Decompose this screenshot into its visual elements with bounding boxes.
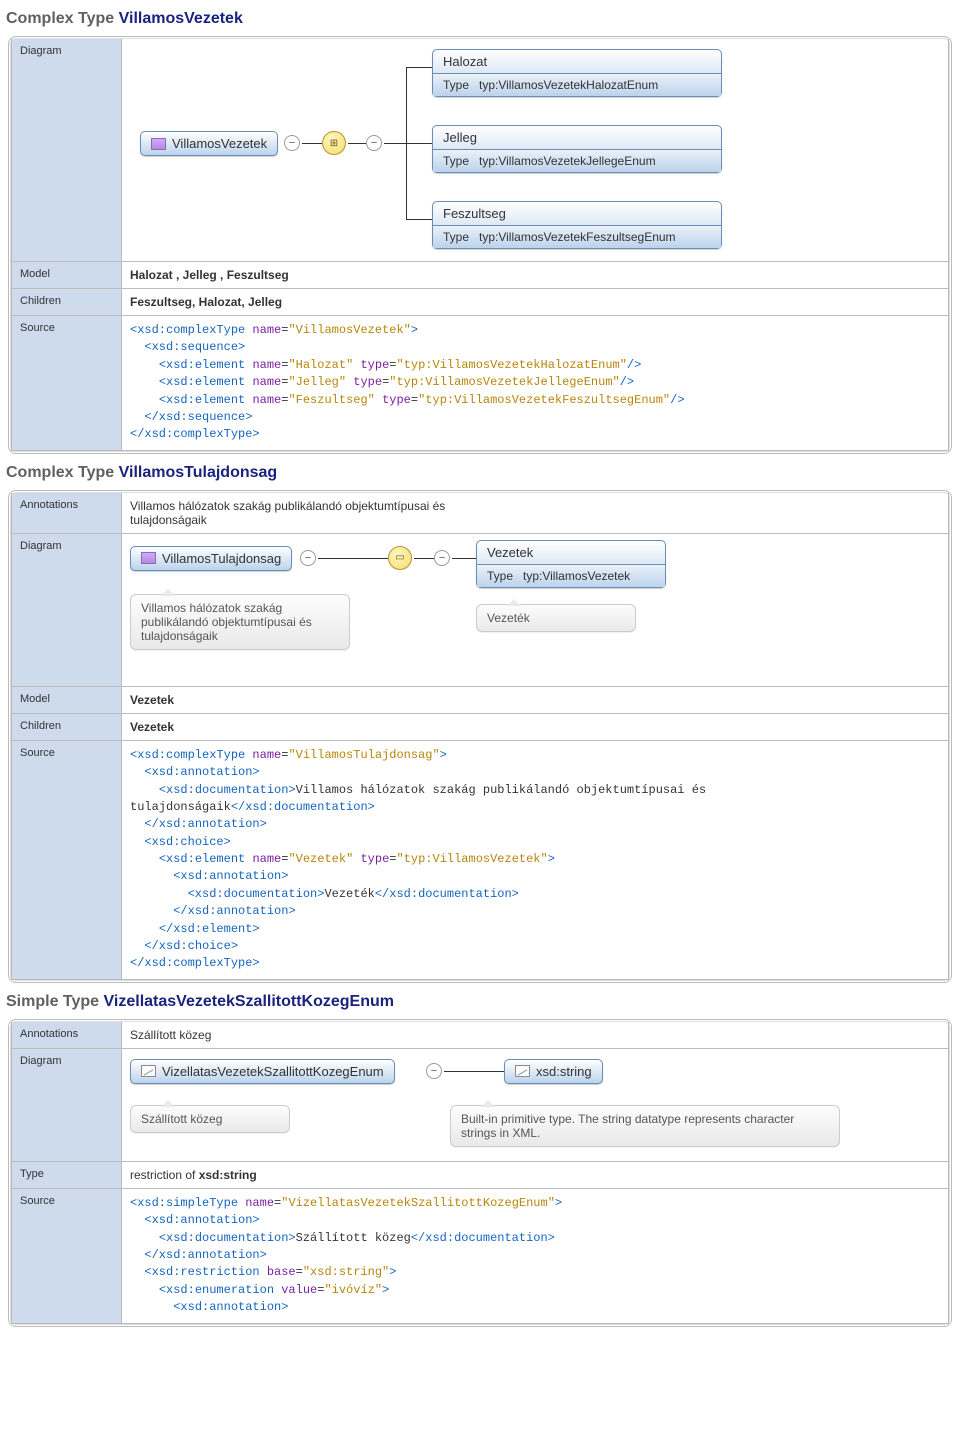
section2-panel: Annotations Villamos hálózatok szakág pu… xyxy=(8,490,952,983)
tooltip-simpletype-left: Szállított közeg xyxy=(130,1105,290,1133)
node-halozat[interactable]: Halozat Type typ:VillamosVezetekHalozatEn… xyxy=(432,49,722,97)
connector xyxy=(348,143,366,144)
value-annot-3: Szállított közeg xyxy=(122,1022,949,1049)
label-source-1: Source xyxy=(12,316,122,451)
label-diagram-3: Diagram xyxy=(12,1048,122,1161)
value-children-1: Feszultseg, Halozat, Jelleg xyxy=(122,289,949,316)
node-halozat-subvalue: typ:VillamosVezetekHalozatEnum xyxy=(479,78,658,92)
value-annot-2: Villamos hálózatok szakág publikálandó o… xyxy=(122,493,949,534)
section2-title: Complex Type VillamosTulajdonsag xyxy=(6,464,960,482)
node-vezetek-subvalue: typ:VillamosVezetek xyxy=(523,569,630,583)
connector xyxy=(452,558,476,559)
section1-table: Diagram VillamosVezetek − ⊞ − xyxy=(11,39,949,451)
node-xsd-string-label: xsd:string xyxy=(536,1064,592,1079)
section2-typename[interactable]: VillamosTulajdonsag xyxy=(119,464,278,481)
node-vezetek[interactable]: Vezetek Type typ:VillamosVezetek xyxy=(476,540,666,588)
node-jelleg-sublabel: Type xyxy=(443,154,469,168)
node-vezetek-sublabel: Type xyxy=(487,569,513,583)
node-jelleg[interactable]: Jelleg Type typ:VillamosVezetekJellegeEnu… xyxy=(432,125,722,173)
node-halozat-sublabel: Type xyxy=(443,78,469,92)
label-diagram-2: Diagram xyxy=(12,533,122,686)
collapse-toggle-1b[interactable]: − xyxy=(366,135,382,151)
connector xyxy=(414,558,434,559)
value-model-1: Halozat , Jelleg , Feszultseg xyxy=(122,262,949,289)
node-villamostulajdonsag-label: VillamosTulajdonsag xyxy=(162,551,281,566)
label-annot-2: Annotations xyxy=(12,493,122,534)
connector xyxy=(406,67,432,68)
label-source-2: Source xyxy=(12,740,122,979)
node-halozat-label: Halozat xyxy=(433,50,721,73)
section1-panel: Diagram VillamosVezetek − ⊞ − xyxy=(8,36,952,454)
node-jelleg-subvalue: typ:VillamosVezetekJellegeEnum xyxy=(479,154,656,168)
connector xyxy=(444,1071,504,1072)
diagram-1: VillamosVezetek − ⊞ − Halozat T xyxy=(130,45,940,255)
section3-panel: Annotations Szállított közeg Diagram Viz… xyxy=(8,1019,952,1327)
collapse-toggle-3[interactable]: − xyxy=(426,1063,442,1079)
sequence-compositor: ⊞ xyxy=(322,131,346,155)
label-children-2: Children xyxy=(12,713,122,740)
simpletype-icon xyxy=(141,1065,156,1077)
label-type-3: Type xyxy=(12,1161,122,1188)
diagram-3: VizellatasVezetekSzallitottKozegEnum − x… xyxy=(130,1055,940,1155)
node-xsd-string[interactable]: xsd:string xyxy=(504,1059,603,1084)
node-feszultseg-label: Feszultseg xyxy=(433,202,721,225)
connector xyxy=(318,558,388,559)
diagram-2: VillamosTulajdonsag − ▭ − Vezetek Typety… xyxy=(130,540,940,680)
choice-compositor: ▭ xyxy=(388,546,412,570)
source-code-1: <xsd:complexType name="VillamosVezetek">… xyxy=(130,322,940,444)
section2-prefix: Complex Type xyxy=(6,464,119,481)
collapse-toggle-2a[interactable]: − xyxy=(300,550,316,566)
value-children-2: Vezetek xyxy=(122,713,949,740)
complextype-icon xyxy=(141,552,156,564)
label-source-3: Source xyxy=(12,1188,122,1323)
label-annot-3: Annotations xyxy=(12,1022,122,1049)
collapse-toggle-2b[interactable]: − xyxy=(434,550,450,566)
connector xyxy=(406,143,432,144)
value-type-3: restriction of xsd:string xyxy=(122,1161,949,1188)
node-villamosvezetek-label: VillamosVezetek xyxy=(172,136,267,151)
section3-typename[interactable]: VizellatasVezetekSzallitottKozegEnum xyxy=(104,993,394,1010)
connector xyxy=(406,219,432,220)
node-vezetek-label: Vezetek xyxy=(477,541,665,564)
complextype-icon xyxy=(151,138,166,150)
tooltip-villamostulajdonsag: Villamos hálózatok szakág publikálandó o… xyxy=(130,594,350,650)
node-villamosvezetek[interactable]: VillamosVezetek xyxy=(140,131,278,156)
section1-prefix: Complex Type xyxy=(6,10,119,27)
node-villamostulajdonsag[interactable]: VillamosTulajdonsag xyxy=(130,546,292,571)
tooltip-xsd-string: Built-in primitive type. The string data… xyxy=(450,1105,840,1147)
node-simpletype-left-label: VizellatasVezetekSzallitottKozegEnum xyxy=(162,1064,384,1079)
label-diagram-1: Diagram xyxy=(12,39,122,262)
connector xyxy=(302,143,322,144)
source-code-3: <xsd:simpleType name="VizellatasVezetekS… xyxy=(130,1195,940,1317)
value-model-2: Vezetek xyxy=(122,686,949,713)
node-simpletype-left[interactable]: VizellatasVezetekSzallitottKozegEnum xyxy=(130,1059,395,1084)
node-feszultseg[interactable]: Feszultseg Type typ:VillamosVezetekFeszul… xyxy=(432,201,722,249)
node-feszultseg-sublabel: Type xyxy=(443,230,469,244)
section1-title: Complex Type VillamosVezetek xyxy=(6,10,960,28)
section3-title: Simple Type VizellatasVezetekSzallitottK… xyxy=(6,993,960,1011)
simpletype-icon xyxy=(515,1065,530,1077)
label-model-2: Model xyxy=(12,686,122,713)
section3-table: Annotations Szállított közeg Diagram Viz… xyxy=(11,1022,949,1324)
section1-typename[interactable]: VillamosVezetek xyxy=(119,10,243,27)
connector xyxy=(384,143,406,144)
section2-table: Annotations Villamos hálózatok szakág pu… xyxy=(11,493,949,980)
tooltip-vezetek: Vezeték xyxy=(476,604,636,632)
section3-prefix: Simple Type xyxy=(6,993,104,1010)
label-children-1: Children xyxy=(12,289,122,316)
node-jelleg-label: Jelleg xyxy=(433,126,721,149)
collapse-toggle-1a[interactable]: − xyxy=(284,135,300,151)
node-feszultseg-subvalue: typ:VillamosVezetekFeszultsegEnum xyxy=(479,230,676,244)
label-model-1: Model xyxy=(12,262,122,289)
source-code-2: <xsd:complexType name="VillamosTulajdons… xyxy=(130,747,940,973)
